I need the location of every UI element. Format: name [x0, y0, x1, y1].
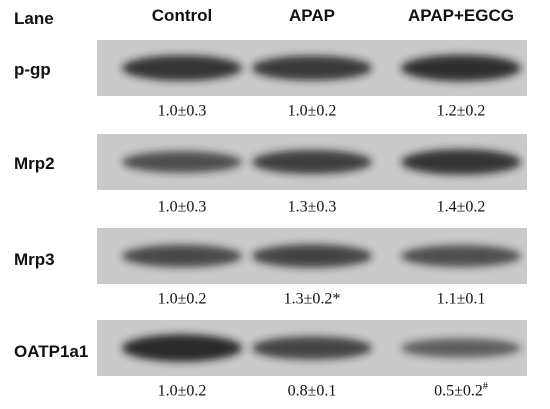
blot-svg [97, 40, 527, 96]
blot-band [252, 150, 372, 174]
blot-strip-p-gp [97, 40, 527, 96]
protein-label-p-gp: p-gp [14, 60, 51, 79]
column-header-apap: APAP [289, 6, 335, 25]
blot-strip-oatp1a1 [97, 320, 527, 376]
blot-band [122, 244, 242, 268]
value-oatp1a1-control: 1.0±0.2 [157, 382, 207, 400]
protein-label-mrp2: Mrp2 [14, 154, 55, 173]
blot-band [252, 336, 372, 360]
lane-header: Lane [14, 9, 54, 28]
blot-band [122, 151, 242, 173]
blot-band [122, 55, 242, 81]
column-header-apap-egcg: APAP+EGCG [408, 6, 514, 25]
blot-svg [97, 228, 527, 284]
blot-band [401, 149, 521, 175]
value-mrp3-apap-egcg: 1.1±0.1 [436, 290, 486, 308]
blot-strip-mrp2 [97, 134, 527, 190]
value-p-gp-apap: 1.0±0.2 [287, 102, 337, 120]
column-header-control: Control [151, 6, 213, 25]
value-mrp2-apap: 1.3±0.3 [287, 198, 337, 216]
blot-band [252, 55, 372, 81]
blot-svg [97, 320, 527, 376]
value-p-gp-apap-egcg: 1.2±0.2 [436, 102, 486, 120]
value-mrp3-apap: 1.3±0.2* [283, 290, 341, 308]
value-mrp3-control: 1.0±0.2 [157, 290, 207, 308]
blot-strip-mrp3 [97, 228, 527, 284]
blot-svg [97, 134, 527, 190]
value-oatp1a1-apap: 0.8±0.1 [287, 382, 337, 400]
blot-band [401, 54, 521, 82]
value-p-gp-control: 1.0±0.3 [157, 102, 207, 120]
blot-band [122, 334, 242, 362]
protein-label-mrp3: Mrp3 [14, 250, 55, 269]
blot-band [252, 244, 372, 268]
value-oatp1a1-apap-egcg: 0.5±0.2# [434, 381, 488, 400]
protein-label-oatp1a1: OATP1a1 [14, 342, 89, 361]
blot-band [401, 338, 521, 358]
value-mrp2-apap-egcg: 1.4±0.2 [436, 198, 486, 216]
value-mrp2-control: 1.0±0.3 [157, 198, 207, 216]
blot-band [401, 245, 521, 267]
